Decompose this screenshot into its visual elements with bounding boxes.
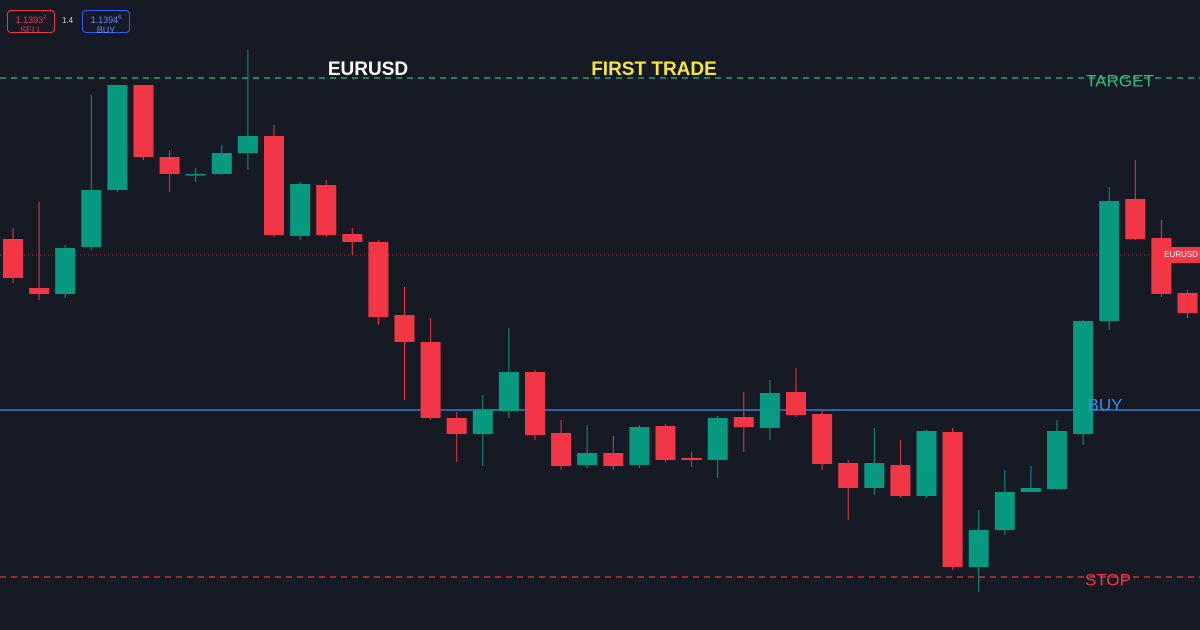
candle-body	[394, 315, 415, 342]
candle-body	[81, 190, 102, 247]
candle-body	[733, 417, 754, 427]
candle-body	[342, 234, 363, 242]
candle-body	[994, 492, 1015, 530]
candle-body	[551, 433, 572, 466]
candle-body	[890, 465, 911, 496]
candle-body	[786, 392, 806, 415]
level-label: TARGET	[1086, 71, 1154, 90]
sell-pip: 2	[43, 15, 47, 21]
level-label: STOP	[1085, 570, 1131, 589]
candle-body	[159, 157, 180, 174]
candle-body	[133, 85, 154, 157]
candle-body	[968, 530, 989, 567]
buy-pip: 6	[118, 15, 122, 21]
candle-body	[1047, 431, 1067, 489]
candle-body	[916, 431, 937, 496]
sell-label: SELL	[19, 25, 43, 35]
candle-body	[264, 136, 284, 235]
candle-body	[420, 342, 441, 418]
price-tag	[1162, 247, 1200, 263]
candle-body	[577, 453, 598, 465]
candle-body	[707, 418, 728, 460]
candle-body	[3, 239, 23, 278]
candle-body	[316, 185, 337, 235]
buy-price: 1.1394	[90, 15, 119, 25]
candle-body	[446, 418, 467, 434]
candle-body	[838, 463, 859, 488]
buy-label: BUY	[96, 25, 116, 35]
candle-body	[681, 458, 702, 460]
candle-body	[603, 453, 624, 466]
candle-body	[211, 153, 232, 174]
candle-body	[1099, 201, 1120, 321]
candle-body	[1073, 321, 1094, 434]
candle-body	[237, 136, 258, 153]
candle-body	[629, 427, 650, 465]
chart-title: EURUSD	[328, 59, 408, 80]
candle-body	[525, 372, 545, 435]
candle-body	[942, 432, 963, 567]
candle-body	[107, 85, 128, 190]
candle-body	[55, 248, 76, 294]
chart-subtitle: FIRST TRADE	[591, 59, 717, 80]
level-label: BUY	[1088, 395, 1123, 414]
candle-body	[1177, 293, 1198, 313]
candle-body	[185, 174, 206, 176]
candle-body	[1020, 488, 1041, 492]
candle-body	[759, 393, 780, 428]
candle-body	[368, 242, 389, 317]
candle-body	[472, 410, 493, 434]
candle-body	[864, 463, 885, 488]
spread: 1.4	[62, 16, 74, 25]
candle-body	[1151, 238, 1172, 294]
sell-price: 1.1393	[15, 15, 44, 25]
candle-body	[29, 288, 50, 294]
candle-body	[812, 414, 833, 464]
buy-button[interactable]: 1.13946 BUY	[82, 10, 130, 35]
candle-body	[1125, 199, 1146, 239]
candle-body	[290, 184, 311, 236]
candle-body	[498, 372, 519, 411]
sell-button[interactable]: 1.13932 SELL	[7, 10, 55, 35]
price-tag-label: EURUSD	[1164, 250, 1198, 259]
candle-body	[655, 426, 676, 460]
